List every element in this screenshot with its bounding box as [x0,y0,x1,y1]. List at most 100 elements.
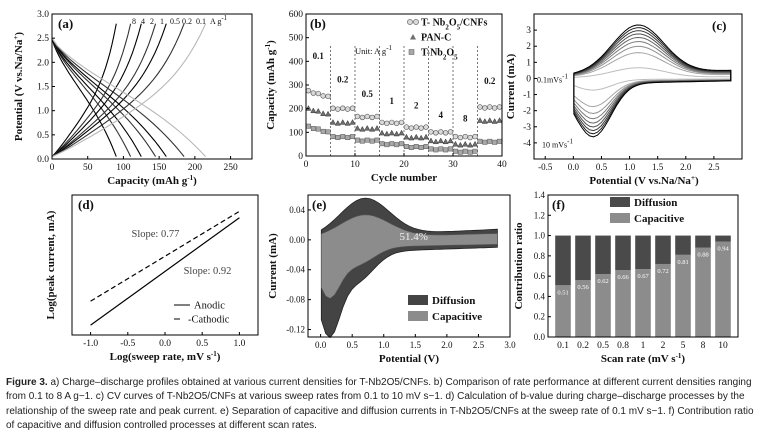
legend-label: T- Nb2O5/CNFs [421,18,487,32]
bar-diffusion [615,235,631,271]
y-tick-label: 0.4 [534,291,546,301]
y-tick-label: 600 [289,10,304,20]
bar-capacitive [675,254,691,337]
label-sup: -1 [221,14,227,22]
x-tick-label: 0.5 [597,341,609,351]
bar-value-label: 0.56 [577,284,589,291]
x-axis-label: Scan rate (mV s-1) [601,352,686,365]
y-tick-label: 2 [526,42,531,52]
marker-tnb2o5-cnfs [428,129,434,135]
discharge-curve-8 [51,38,117,157]
marker-tnb2o5-cnfs [462,133,468,140]
marker-tnb2o5 [345,135,351,140]
x-tick-label: 0.5 [196,339,208,349]
marker-tnb2o5 [364,137,370,143]
marker-tnb2o5 [472,148,478,154]
marker-tnb2o5 [438,146,444,152]
bar-diffusion [675,235,691,255]
legend-label-part: O [446,48,454,59]
y-tick-label: 1.2 [534,210,545,220]
marker-tnb2o5-cnfs [403,124,410,130]
cv-curve [573,24,732,138]
y-tick-label: -1 [523,91,531,101]
slope-annotation-anodic: Slope: 0.92 [184,266,232,277]
bar-diffusion [575,235,591,281]
panel-c: -0.5 0.0 0.5 1.0 1.5 2.0 2.5 -4 -3 -2 -1 0 1 2 3 (c) 0.1… [505,18,732,187]
bar-diffusion [555,235,571,286]
rate-label: 0.2 [182,17,192,26]
marker-pan-c [403,133,410,140]
x-tick-label: 50 [83,163,93,173]
discharge-curve-2 [51,37,142,157]
marker-pan-c [496,117,503,123]
bar-capacitive [595,274,611,337]
marker-tnb2o5 [340,134,346,140]
rate-annotation: 4 [439,110,444,120]
legend-swatch-diffusion [408,295,428,305]
marker-pan-c [472,140,479,147]
panel-e: 0.0 0.5 1.0 1.5 2.0 2.5 3.0 0.04 0.00 -0.04 -0.08 -… [267,197,516,365]
panel-a: 0 50 100 150 200 250 0.0 0.5 1.0 1.5 2.0 2.5 3.0 (a) 8… [12,10,238,187]
marker-tnb2o5-cnfs [374,113,380,120]
y-tick-label: 0 [526,74,531,84]
legend-label: T-Nb2O5 [421,48,458,62]
label-end: ) [265,40,277,44]
x-tick-label: 8 [701,341,706,351]
marker-tnb2o5-cnfs [482,105,488,111]
x-tick-label: 1.0 [378,340,390,350]
label-base: Capacity (mAh g [107,175,188,187]
x-tick-label: 1.0 [233,339,245,349]
legend-swatch-capacitive [610,213,630,223]
marker-pan-c [359,125,366,132]
marker-tnb2o5-cnfs [496,104,503,110]
y-tick-label: -0.08 [286,295,305,305]
label-sup: -1 [386,44,392,52]
panel-d-frame [71,194,259,336]
x-tick-label: 0.2 [577,341,589,351]
marker-pan-c [383,130,390,137]
marker-tnb2o5-cnfs [340,105,346,111]
panel-label: (a) [58,16,73,31]
legend-label: Diffusion [634,197,677,209]
marker-tnb2o5 [453,148,458,154]
y-tick-label: 0.6 [534,271,546,281]
legend-label: Capacitive [432,311,482,323]
y-axis-label: Capacity (mAh g-1) [264,40,277,130]
x-tick-label: 2 [661,341,666,351]
y-tick-label: 0.0 [37,155,49,165]
fit-line-anodic [90,217,240,326]
bar-capacitive [615,270,631,337]
marker-pan-c [329,119,336,125]
label-end: ) [681,353,685,365]
panel-e-frame [307,194,511,338]
bar-capacitive [555,285,571,337]
rate-label: 1 [160,17,164,26]
y-tick-label: 0.5 [37,131,49,141]
marker-tnb2o5 [315,126,321,132]
marker-pan-c [486,117,493,123]
y-tick-label: 400 [289,57,304,67]
marker-tnb2o5-cnfs [408,125,415,131]
panel-label: (d) [78,197,94,212]
bar-value-label: 0.81 [677,259,688,266]
marker-tnb2o5-cnfs [491,105,498,111]
label-sup: + [12,36,20,40]
marker-tnb2o5-cnfs [315,90,321,97]
caption-text: a) Charge–discharge profiles obtained at… [6,377,754,432]
y-tick-label: 200 [289,105,304,115]
marker-tnb2o5 [433,147,439,153]
bar-capacitive [715,241,731,337]
marker-pan-c [476,117,483,123]
caption-label: Figure 3. [6,377,48,388]
marker-tnb2o5 [379,141,385,147]
legend-label: PAN-C [421,33,451,44]
rate-label: 4 [141,17,145,26]
x-tick-label: 40 [497,160,507,170]
marker-pan-c [413,133,420,140]
marker-pan-c [467,141,474,148]
marker-pan-c [491,118,498,124]
x-tick-label: 0.1 [557,341,569,351]
label-base: A g [210,17,221,26]
legend-label-part: O [449,18,457,29]
